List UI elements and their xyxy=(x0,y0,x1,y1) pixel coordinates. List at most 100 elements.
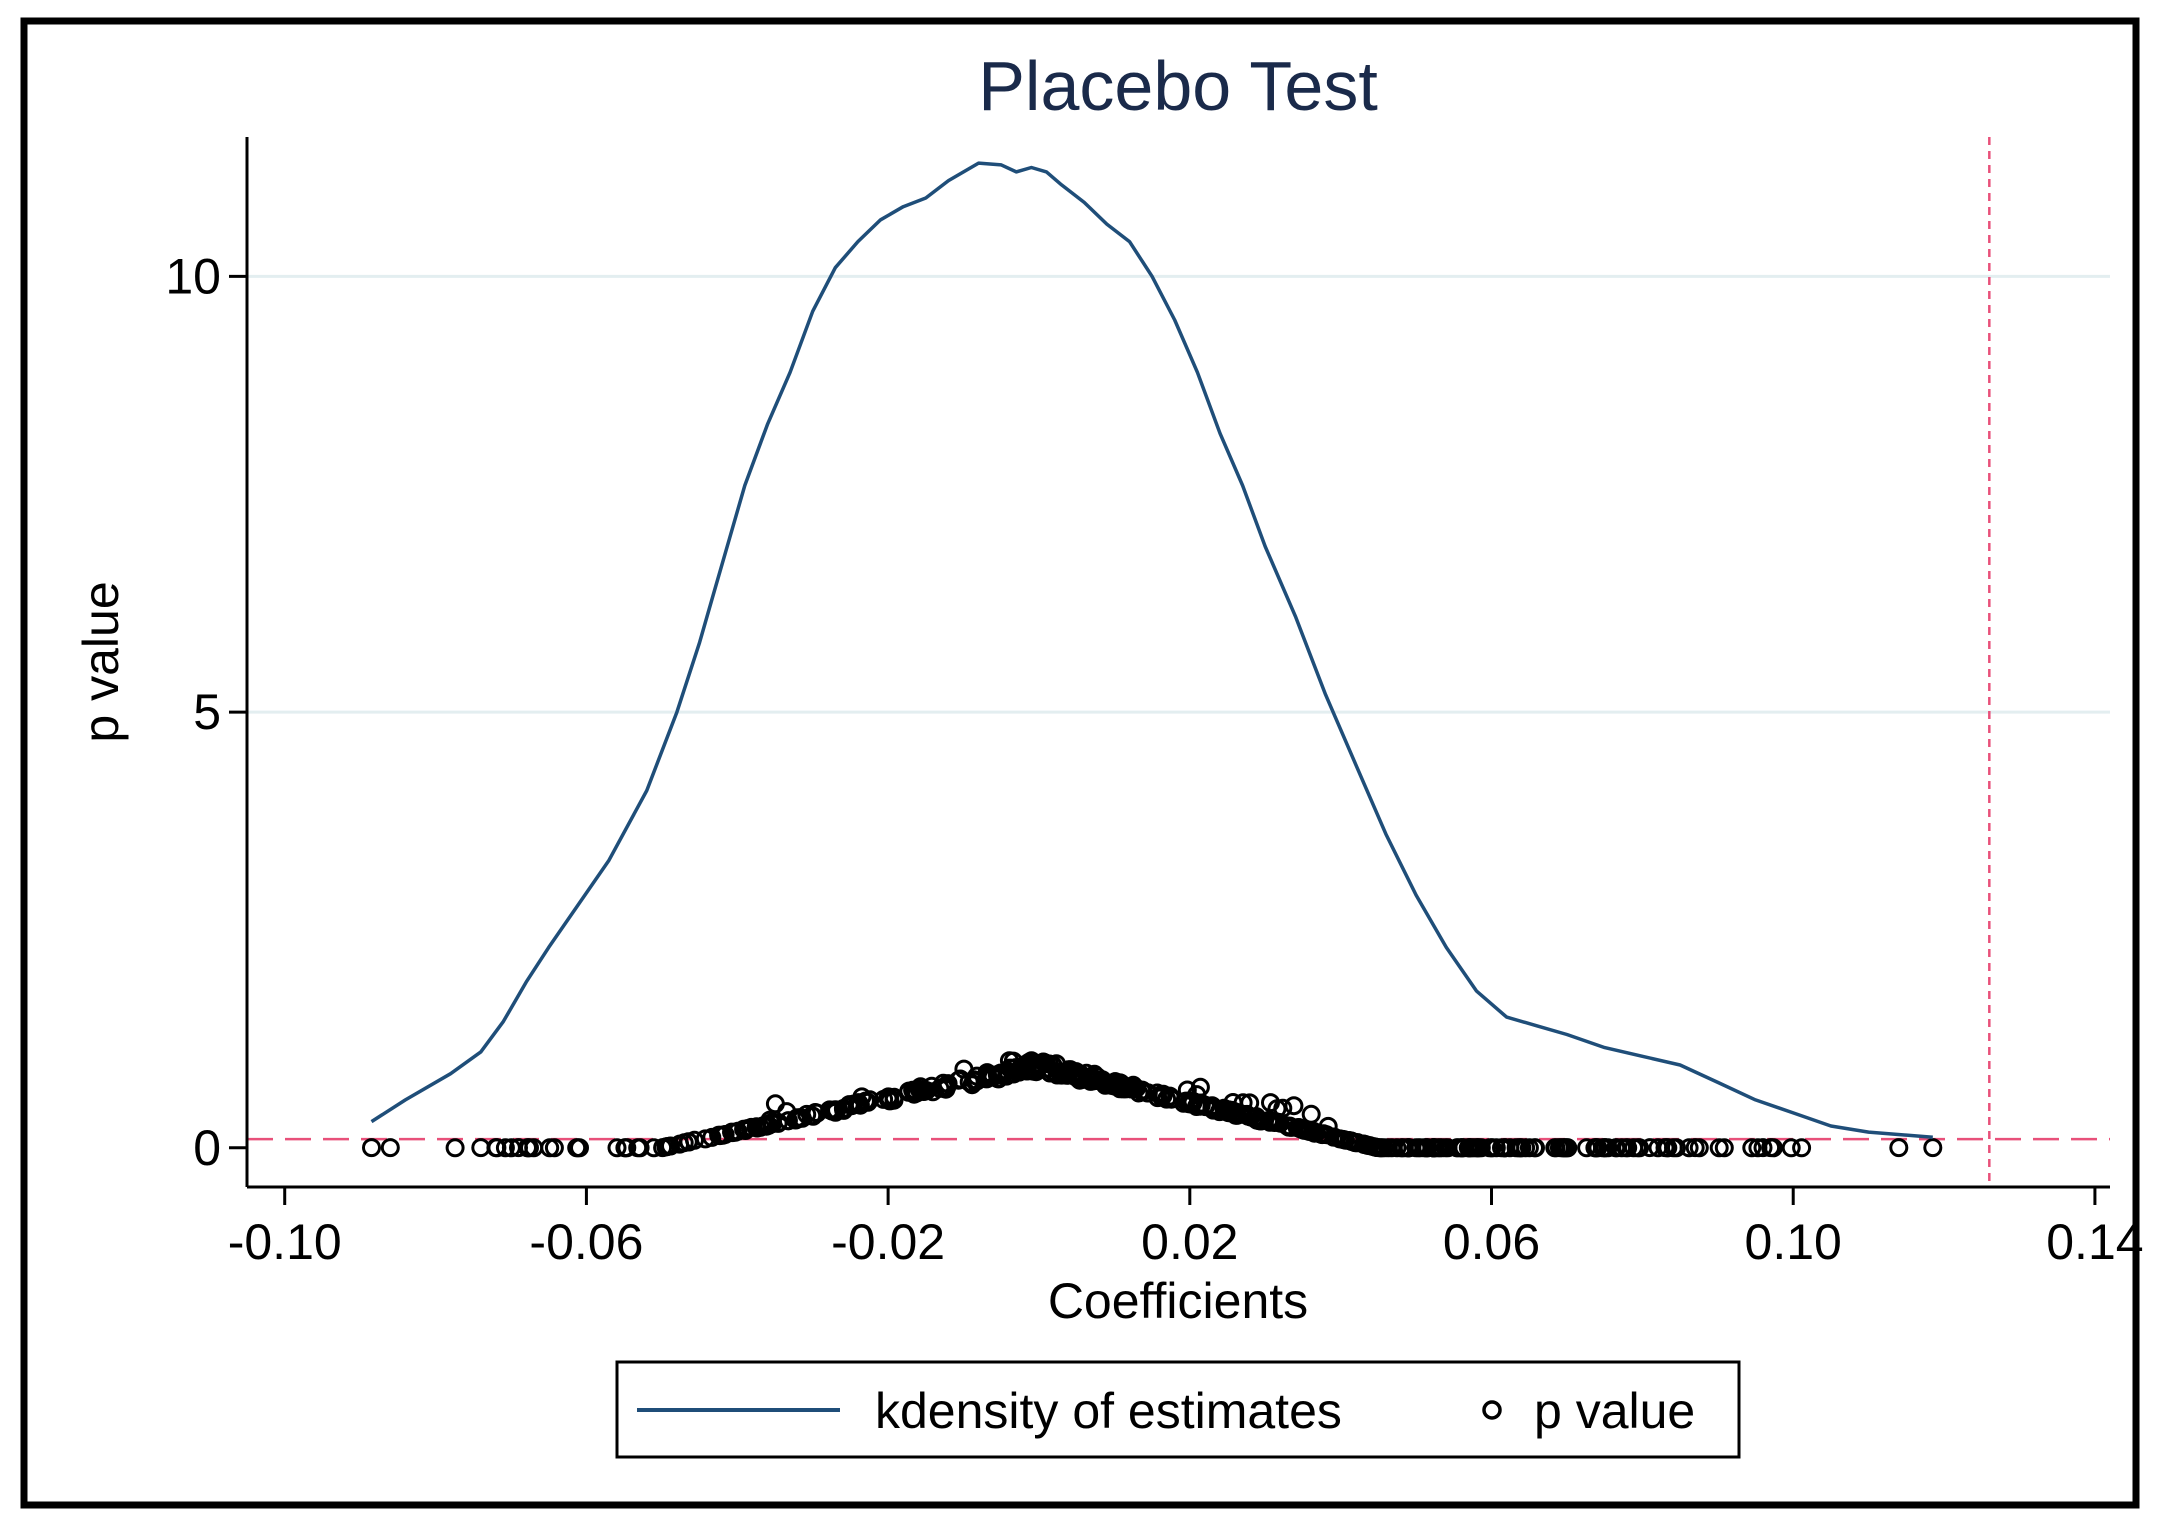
p-value-point xyxy=(1761,1138,1781,1158)
p-value-point xyxy=(1034,1053,1054,1072)
p-value-point xyxy=(1630,1138,1650,1158)
p-value-point xyxy=(495,1138,515,1158)
p-value-point xyxy=(445,1138,465,1158)
p-value-point xyxy=(1105,1072,1125,1092)
p-value-point xyxy=(1280,1116,1300,1136)
legend-marker-swatch xyxy=(1482,1400,1502,1420)
y-axis-label: p value xyxy=(73,581,129,742)
p-value-point xyxy=(1017,1061,1037,1081)
p-value-point xyxy=(1273,1098,1293,1118)
x-tick-label: 0.06 xyxy=(1443,1214,1540,1270)
p-value-point xyxy=(653,1138,673,1158)
p-value-point xyxy=(1124,1078,1144,1098)
p-value-point xyxy=(1753,1138,1773,1158)
p-value-point xyxy=(789,1109,809,1128)
p-value-point xyxy=(1480,1138,1499,1158)
p-value-point xyxy=(509,1138,528,1158)
p-value-point xyxy=(1655,1138,1675,1158)
p-value-point xyxy=(1240,1093,1260,1113)
p-value-point xyxy=(1577,1138,1597,1158)
p-value-point xyxy=(1685,1138,1705,1158)
legend: kdensity of estimates p value xyxy=(615,1360,1741,1459)
p-value-point xyxy=(1077,1063,1096,1083)
p-value-point xyxy=(1606,1138,1626,1158)
p-value-point xyxy=(1742,1138,1762,1158)
p-value-point xyxy=(1347,1133,1366,1153)
p-value-point xyxy=(930,1078,950,1098)
p-value-point xyxy=(362,1138,381,1158)
x-tick-label: 0.10 xyxy=(1745,1214,1842,1270)
p-value-point xyxy=(1461,1138,1480,1158)
p-value-point xyxy=(1509,1138,1529,1158)
p-value-point xyxy=(1595,1138,1615,1158)
p-value-point xyxy=(754,1116,774,1136)
p-value-point xyxy=(1664,1138,1683,1158)
x-tick-label: -0.02 xyxy=(831,1214,945,1270)
p-value-point xyxy=(1003,1051,1023,1071)
p-value-point xyxy=(1392,1138,1412,1158)
chart-frame xyxy=(20,17,2140,1509)
x-tick-label: -0.10 xyxy=(228,1214,342,1270)
p-value-point xyxy=(820,1100,840,1120)
p-value-point xyxy=(1555,1138,1575,1158)
p-value-point xyxy=(954,1059,974,1079)
p-value-point xyxy=(1714,1138,1734,1158)
p-value-point xyxy=(1792,1138,1812,1158)
p-value-point xyxy=(670,1134,690,1154)
y-tick-label: 0 xyxy=(193,1120,221,1176)
x-tick-label: 0.14 xyxy=(2046,1214,2143,1270)
p-value-point xyxy=(607,1138,627,1158)
p-value-point xyxy=(1616,1138,1636,1158)
series-layer xyxy=(362,161,1943,1158)
p-value-point xyxy=(722,1122,742,1142)
p-value-point xyxy=(1202,1098,1222,1118)
p-value-point xyxy=(874,1089,894,1109)
p-value-point xyxy=(962,1075,982,1095)
p-value-point xyxy=(1162,1089,1181,1109)
p-value-point xyxy=(544,1138,564,1158)
p-value-point xyxy=(486,1138,506,1158)
p-value-point xyxy=(1287,1118,1307,1138)
p-value-point xyxy=(1043,1055,1063,1075)
p-value-point xyxy=(1097,1074,1117,1094)
grid-layer xyxy=(247,274,2110,714)
chart-title: Placebo Test xyxy=(978,47,1378,125)
p-value-point xyxy=(520,1138,539,1158)
p-value-point xyxy=(1889,1138,1909,1158)
y-tick-label: 5 xyxy=(193,684,221,740)
p-value-point xyxy=(1781,1138,1801,1158)
p-value-point xyxy=(1418,1138,1438,1158)
p-value-point xyxy=(1425,1138,1445,1158)
p-value-point xyxy=(1152,1087,1172,1107)
y-tick-label: 10 xyxy=(165,248,221,304)
p-value-point xyxy=(996,1066,1016,1086)
x-axis-label: Coefficients xyxy=(1048,1273,1308,1329)
p-value-point xyxy=(912,1081,932,1101)
p-value-point xyxy=(661,1136,680,1156)
x-tick-label: -0.06 xyxy=(529,1214,643,1270)
p-value-point xyxy=(1324,1127,1344,1147)
p-value-point xyxy=(695,1129,715,1149)
p-value-point xyxy=(1549,1138,1569,1158)
p-value-point xyxy=(1133,1081,1153,1101)
p-value-point xyxy=(843,1094,863,1114)
kdensity-line xyxy=(370,161,1933,1140)
axis-ticks: 0 5 10 -0.10 -0.06 -0.02 0.02 0.06 0.10 0.14 xyxy=(165,248,2143,1270)
p-value-point xyxy=(1448,1138,1468,1158)
legend-label-kdensity: kdensity of estimates xyxy=(875,1383,1342,1439)
p-value-point xyxy=(1371,1138,1391,1158)
p-value-point xyxy=(1092,1070,1112,1090)
p-value-point xyxy=(1300,1122,1320,1141)
x-tick-label: 0.02 xyxy=(1141,1214,1238,1270)
p-value-point xyxy=(1313,1125,1333,1144)
p-value-point xyxy=(899,1081,919,1101)
p-value-point xyxy=(1471,1138,1491,1158)
p-value-point xyxy=(570,1138,589,1158)
p-value-point xyxy=(380,1138,400,1158)
p-value-point xyxy=(1588,1138,1608,1158)
p-value-point xyxy=(1239,1106,1259,1126)
p-value-point xyxy=(1022,1057,1042,1077)
p-value-point xyxy=(1923,1138,1943,1158)
p-value-point xyxy=(1516,1138,1536,1158)
